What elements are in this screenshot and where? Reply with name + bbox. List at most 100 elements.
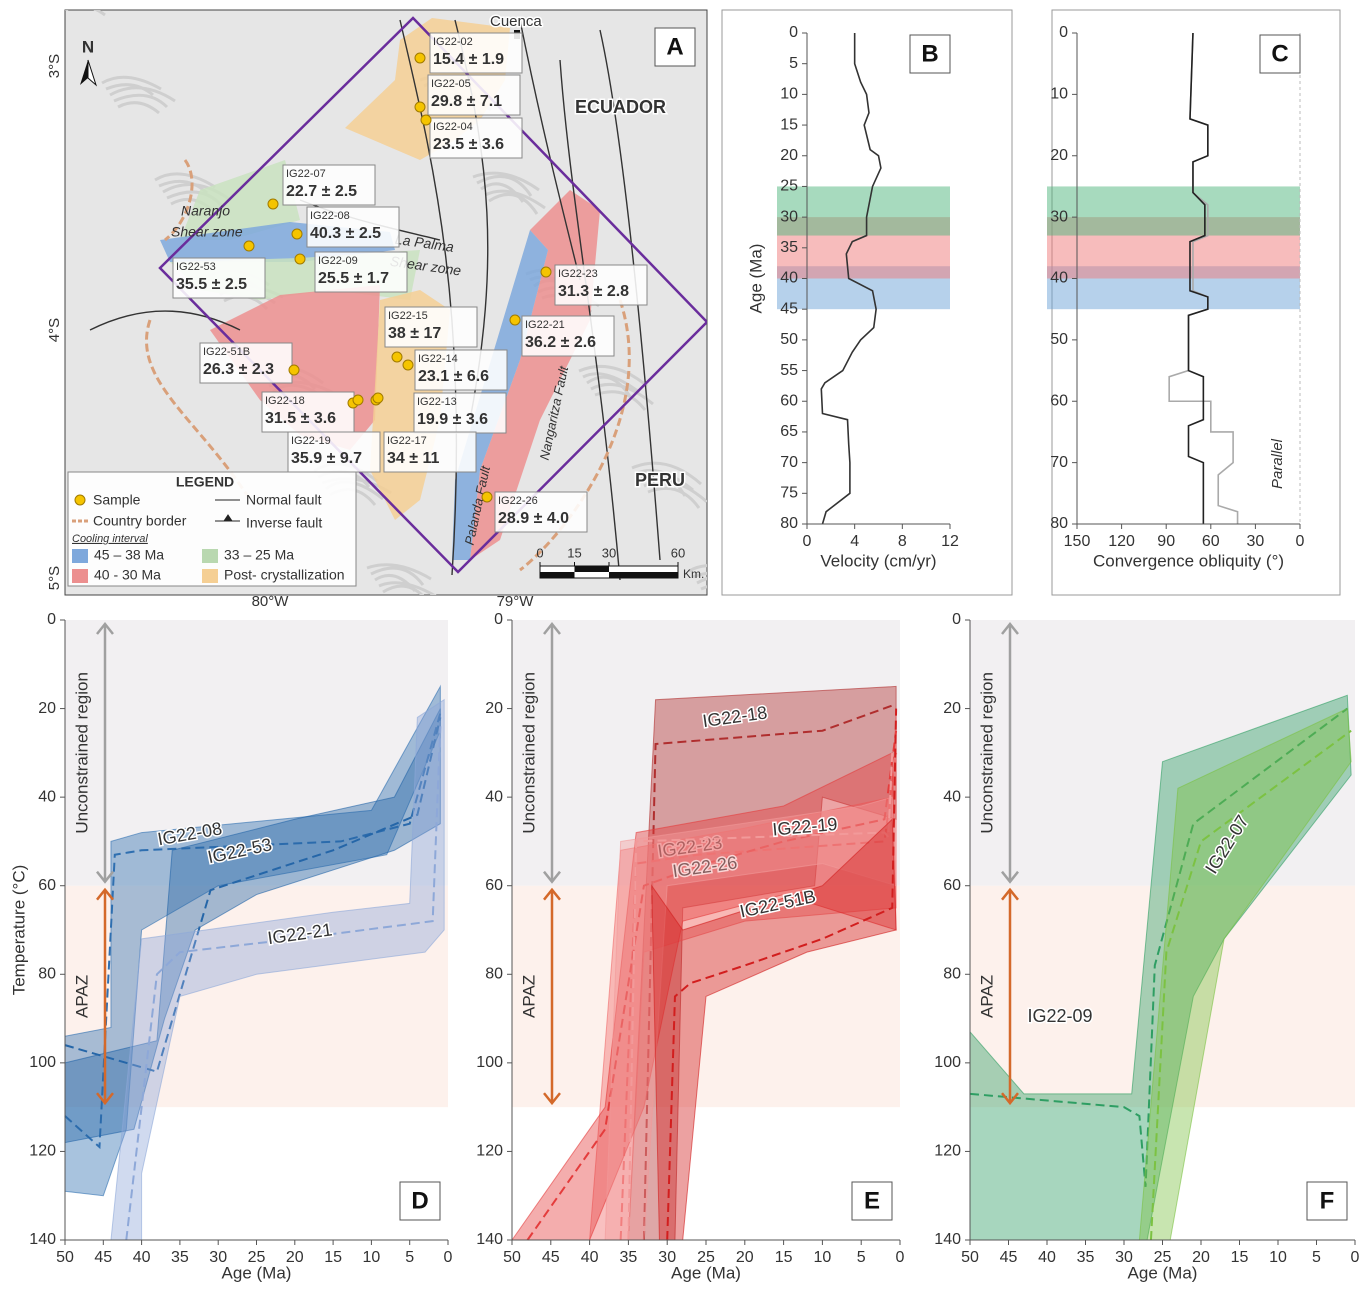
sample-name: IG22-53 <box>176 261 216 273</box>
y-tick-label: 140 <box>29 1231 56 1248</box>
y-tick-label: 45 <box>780 300 798 317</box>
x-tick-label: 15 <box>324 1249 342 1266</box>
sample-dot <box>373 393 383 403</box>
region-label: Unconstrained region <box>977 672 996 834</box>
y-tick-label: 100 <box>476 1054 503 1071</box>
scale-bar <box>540 572 575 578</box>
y-tick-label: 0 <box>1059 24 1068 41</box>
sample-age: 28.9 ± 4.0 <box>498 510 569 527</box>
x-tick-label: 45 <box>542 1249 560 1266</box>
y-tick-label: 15 <box>780 116 798 133</box>
region-label: APAZ <box>977 975 996 1018</box>
x-tick-label: 40 <box>581 1249 599 1266</box>
legend-item: Sample <box>93 492 141 508</box>
legend-item: Normal fault <box>246 492 322 508</box>
map-label: Shear zone <box>171 224 243 240</box>
y-tick-label: 5 <box>789 55 798 72</box>
legend-swatch <box>202 569 218 583</box>
sample-age: 26.3 ± 2.3 <box>203 361 274 378</box>
y-tick-label: 40 <box>38 788 56 805</box>
sample-age: 38 ± 17 <box>388 325 441 342</box>
legend-item: Inverse fault <box>246 515 322 531</box>
sample-name: IG22-13 <box>417 396 457 408</box>
scale-bar <box>609 572 678 578</box>
y-tick-label: 50 <box>1050 331 1068 348</box>
x-tick-label: 50 <box>503 1249 521 1266</box>
legend-swatch <box>72 569 88 583</box>
x-tick-label: 5 <box>857 1249 866 1266</box>
region-label: APAZ <box>72 975 91 1018</box>
x-tick-label: 50 <box>56 1249 74 1266</box>
lon-label: 80°W <box>252 593 290 610</box>
sample-name: IG22-08 <box>310 210 350 222</box>
map-label: Naranjo <box>181 203 230 219</box>
y-tick-label: 65 <box>780 423 798 440</box>
y-tick-label: 0 <box>952 611 961 628</box>
sample-name: IG22-07 <box>286 168 326 180</box>
sample-age: 15.4 ± 1.9 <box>433 51 504 68</box>
scale-label: 30 <box>602 545 616 560</box>
y-axis-title: Temperature (°C) <box>9 865 28 996</box>
band <box>777 186 950 235</box>
map-label: Cuenca <box>490 13 542 30</box>
lat-label: 5°S <box>46 566 63 590</box>
sample-age: 22.7 ± 2.5 <box>286 183 357 200</box>
sample-name: IG22-23 <box>558 268 598 280</box>
scale-label: 0 <box>536 545 543 560</box>
y-tick-label: 80 <box>943 966 961 983</box>
legend-sample <box>75 495 85 505</box>
x-tick-label: 15 <box>775 1249 793 1266</box>
y-tick-label: 0 <box>789 24 798 41</box>
sample-age: 19.9 ± 3.6 <box>417 411 488 428</box>
sample-age: 31.5 ± 3.6 <box>265 410 336 427</box>
legend-item: 45 – 38 Ma <box>94 547 164 563</box>
x-axis-title: Age (Ma) <box>222 1263 292 1282</box>
panel-letter: B <box>921 40 938 67</box>
sample-dot <box>268 199 278 209</box>
y-axis-title: Age (Ma) <box>746 244 765 314</box>
scale-bar <box>575 566 610 572</box>
chart: 010203040506070801501209060300Convergenc… <box>1047 24 1305 570</box>
x-tick-label: 4 <box>850 533 859 550</box>
sample-age: 31.3 ± 2.8 <box>558 283 629 300</box>
x-tick-label: 45 <box>1000 1249 1018 1266</box>
y-tick-label: 30 <box>780 208 798 225</box>
y-tick-label: 120 <box>934 1143 961 1160</box>
sample-dot <box>289 365 299 375</box>
x-tick-label: 10 <box>814 1249 832 1266</box>
y-tick-label: 35 <box>780 239 798 256</box>
x-tick-label: 90 <box>1157 533 1175 550</box>
sample-name: IG22-17 <box>387 435 427 447</box>
x-tick-label: 40 <box>1038 1249 1056 1266</box>
panel-letter: F <box>1320 1187 1335 1214</box>
sample-age: 40.3 ± 2.5 <box>310 225 381 242</box>
map-label: PERU <box>635 470 685 490</box>
x-tick-label: 5 <box>1312 1249 1321 1266</box>
sample-name: IG22-09 <box>318 255 358 267</box>
sample-age: 23.1 ± 6.6 <box>418 368 489 385</box>
sample-dot <box>403 360 413 370</box>
y-tick-label: 10 <box>780 86 798 103</box>
sample-age: 29.8 ± 7.1 <box>431 93 502 110</box>
x-tick-label: 0 <box>1351 1249 1360 1266</box>
x-tick-label: 35 <box>171 1249 189 1266</box>
y-tick-label: 140 <box>476 1231 503 1248</box>
y-tick-label: 40 <box>1050 270 1068 287</box>
lon-label: 79°W <box>497 593 535 610</box>
y-tick-label: 70 <box>780 454 798 471</box>
sample-name: IG22-19 <box>291 435 331 447</box>
relief <box>701 584 753 594</box>
x-tick-label: 15 <box>1231 1249 1249 1266</box>
sample-name: IG22-05 <box>431 78 471 90</box>
north-label: N <box>82 37 94 56</box>
chart: IG22-08IG22-53IG22-21Unconstrained regio… <box>9 611 452 1282</box>
legend-item: Post- crystallization <box>224 567 345 583</box>
x-tick-label: 8 <box>898 533 907 550</box>
chart: IG22-18IG22-23IG22-26IG22-19IG22-51BUnco… <box>476 611 904 1282</box>
sample-dot <box>415 102 425 112</box>
x-tick-label: 60 <box>1202 533 1220 550</box>
series-label: IG22-09 <box>1027 1006 1092 1026</box>
y-tick-label: 60 <box>38 877 56 894</box>
